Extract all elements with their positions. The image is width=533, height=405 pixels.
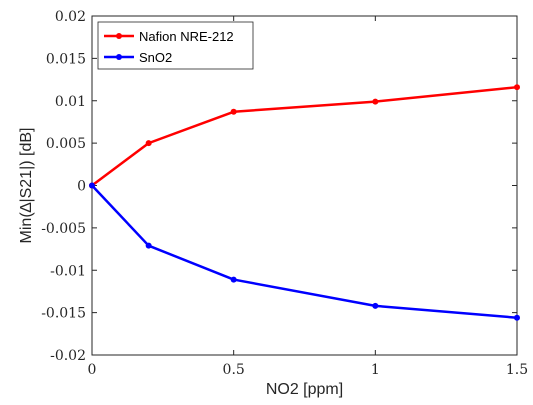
y-axis: -0.02 -0.015 -0.01 -0.005 0 0.005 0.01 0.015 0.0… bbox=[41, 9, 517, 364]
plot-area bbox=[91, 15, 518, 356]
x-tick-label: 1 bbox=[371, 362, 380, 378]
data-point bbox=[372, 98, 379, 105]
x-tick-label: 0.5 bbox=[223, 362, 245, 378]
x-tick-label: 0 bbox=[88, 362, 97, 378]
y-tick-label: 0.005 bbox=[46, 136, 86, 152]
data-point bbox=[145, 242, 152, 249]
y-tick-label: -0.005 bbox=[41, 221, 86, 237]
legend-marker-sno2 bbox=[116, 54, 122, 60]
data-point bbox=[230, 108, 237, 115]
data-point bbox=[372, 302, 379, 309]
data-point bbox=[145, 140, 152, 147]
legend-box bbox=[97, 21, 254, 70]
legend-label-nafion: Nafion NRE-212 bbox=[139, 29, 234, 44]
y-tick-label: 0.02 bbox=[55, 9, 86, 25]
data-point bbox=[89, 182, 95, 189]
y-tick-label: -0.01 bbox=[50, 263, 86, 279]
legend-label-sno2: SnO2 bbox=[139, 50, 172, 65]
x-tick-label: 1.5 bbox=[506, 362, 528, 378]
legend-marker-nafion bbox=[116, 33, 122, 39]
series-layer bbox=[89, 84, 520, 321]
data-point bbox=[514, 84, 520, 91]
x-axis: 0 0.5 1 1.5 bbox=[88, 16, 528, 378]
data-point bbox=[514, 314, 520, 321]
legend: Nafion NRE-212 SnO2 bbox=[97, 21, 254, 70]
y-tick-label: 0.015 bbox=[46, 51, 86, 67]
y-tick-label: 0.01 bbox=[55, 94, 86, 110]
data-point bbox=[230, 276, 237, 283]
y-tick-label: -0.02 bbox=[50, 348, 86, 364]
x-axis-title: NO2 [ppm] bbox=[266, 381, 343, 398]
y-tick-label: 0 bbox=[77, 179, 86, 195]
y-tick-label: -0.015 bbox=[41, 306, 86, 322]
y-axis-title: Min(∆|S21|) [dB] bbox=[18, 128, 35, 244]
